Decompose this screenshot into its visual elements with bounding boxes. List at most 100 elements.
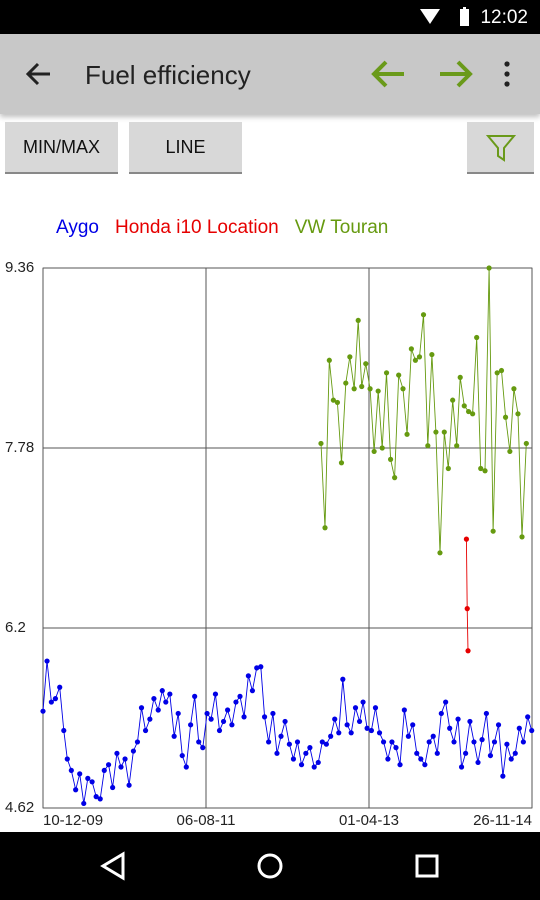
data-point (68, 767, 74, 774)
navigation-bar (0, 832, 540, 900)
data-point (515, 411, 521, 417)
data-point (438, 710, 444, 717)
data-point (179, 752, 185, 759)
data-point (142, 727, 149, 734)
series-line (42, 660, 533, 804)
status-bar: 12:02 (0, 0, 540, 34)
data-point (134, 739, 141, 745)
data-point (457, 374, 463, 380)
data-point (307, 745, 313, 751)
nav-back[interactable] (100, 851, 125, 881)
y-tick-label: 6.2 (5, 619, 26, 636)
data-point (155, 707, 161, 713)
data-point (429, 351, 435, 358)
data-point (430, 733, 436, 739)
filter-button[interactable] (467, 122, 534, 174)
data-point (126, 782, 132, 788)
data-point (478, 465, 484, 472)
data-point (77, 771, 83, 777)
data-point (258, 664, 264, 670)
line-button[interactable]: LINE (129, 122, 242, 174)
data-point (315, 759, 321, 766)
data-point (40, 708, 46, 714)
data-point (85, 775, 91, 781)
data-point (101, 767, 107, 774)
data-point (282, 718, 288, 725)
overflow-menu[interactable] (497, 54, 517, 94)
data-point (410, 722, 416, 728)
data-point (356, 718, 363, 725)
data-point (512, 750, 518, 756)
data-point (57, 684, 63, 690)
data-point (188, 722, 194, 728)
status-icons (420, 7, 469, 26)
data-point (451, 739, 457, 745)
chart: 4.62 6.2 7.78 9.36 10-12-09 06-08-11 01-04-13 2… (5, 217, 535, 829)
data-point (397, 762, 403, 768)
data-point (229, 722, 235, 728)
data-point (286, 741, 292, 747)
data-point (200, 745, 206, 751)
data-point (490, 528, 496, 534)
data-point (336, 730, 342, 736)
data-point (340, 676, 346, 682)
data-point (183, 764, 189, 770)
data-point (450, 397, 456, 403)
data-point (433, 429, 439, 435)
data-point (379, 445, 385, 451)
data-point (465, 648, 471, 654)
data-point (343, 380, 349, 386)
data-point (416, 354, 423, 360)
data-point (418, 756, 424, 762)
nav-recents[interactable] (415, 854, 439, 878)
series-line (465, 539, 469, 651)
filter-icon (485, 135, 516, 162)
data-point (233, 699, 239, 705)
data-point (511, 386, 517, 392)
data-point (447, 725, 453, 731)
data-point (507, 448, 513, 455)
data-point (278, 733, 284, 739)
data-point (328, 733, 334, 739)
data-point (516, 725, 522, 731)
data-point (167, 691, 173, 697)
previous-button[interactable] (368, 54, 408, 94)
data-point (147, 716, 153, 722)
data-point (294, 739, 301, 745)
data-point (138, 705, 145, 711)
nav-home[interactable] (257, 853, 283, 879)
y-tick-label: 9.36 (5, 259, 34, 276)
y-tick-label: 7.78 (5, 439, 34, 456)
data-point (318, 440, 324, 447)
data-point (426, 739, 432, 745)
data-point (204, 710, 210, 717)
next-button[interactable] (436, 54, 476, 94)
data-point (338, 460, 345, 466)
data-point (383, 370, 390, 376)
data-point (216, 727, 223, 734)
data-point (389, 739, 395, 745)
back-button[interactable] (20, 54, 60, 94)
data-point (261, 714, 268, 720)
minmax-button[interactable]: MIN/MAX (5, 122, 118, 174)
data-point (249, 688, 256, 694)
data-point (479, 737, 485, 743)
data-point (414, 750, 420, 756)
data-point (368, 727, 375, 734)
data-point (196, 739, 202, 745)
data-point (52, 696, 59, 702)
data-point (220, 718, 227, 725)
data-point (508, 756, 514, 762)
data-point (408, 346, 414, 352)
data-point (470, 411, 476, 417)
data-point (387, 456, 394, 462)
data-point (372, 705, 379, 711)
data-point (471, 739, 477, 745)
data-point (458, 764, 465, 770)
data-point (270, 710, 276, 717)
data-point (44, 658, 50, 664)
data-point (212, 691, 219, 697)
data-point (348, 730, 354, 736)
data-point (352, 705, 359, 711)
